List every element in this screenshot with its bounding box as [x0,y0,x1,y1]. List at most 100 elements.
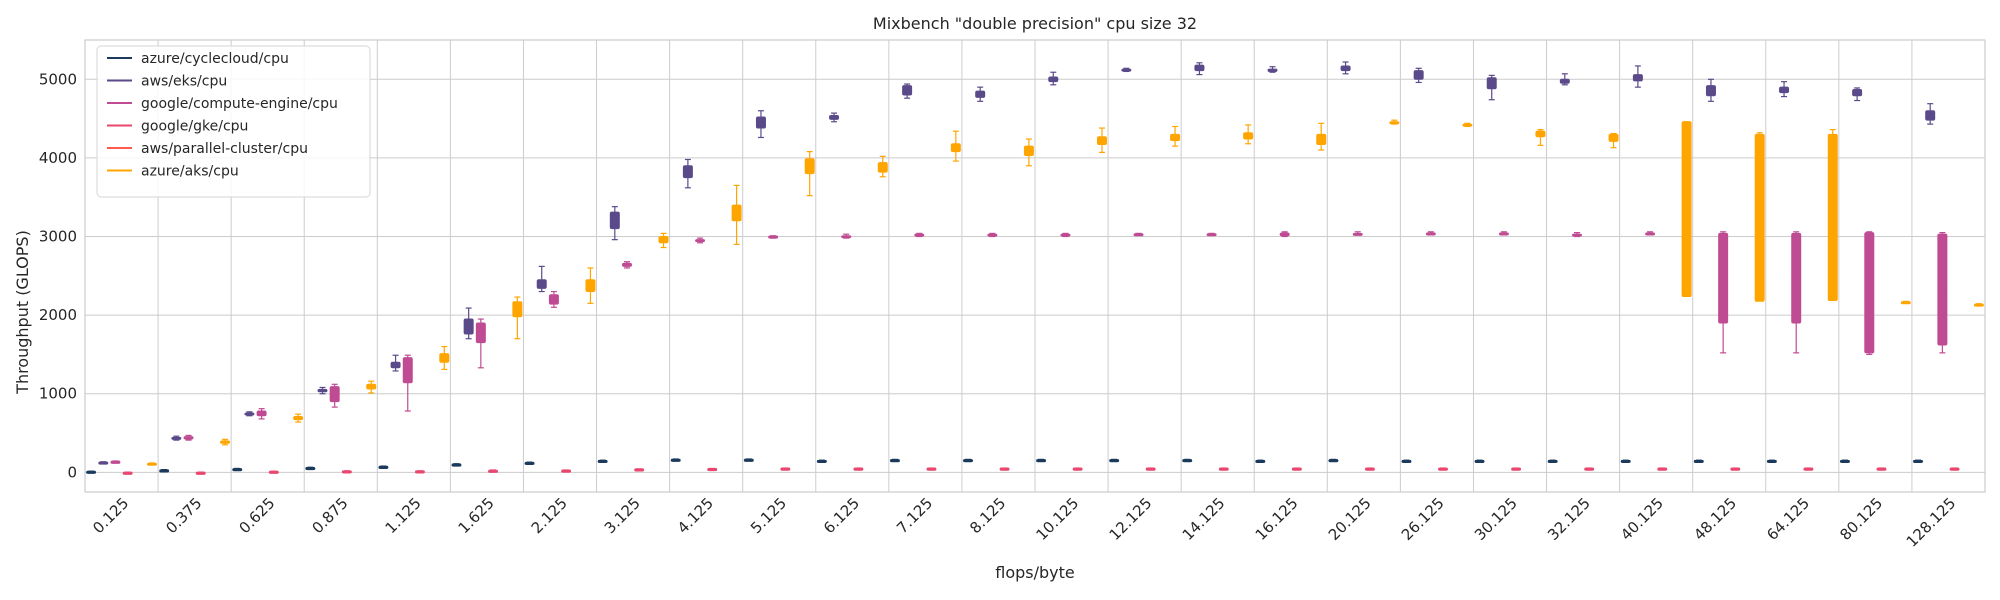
box-plot [1474,459,1485,464]
y-tick-label: 0 [67,463,77,481]
box-plot [1584,467,1595,471]
box-plot [1547,459,1558,464]
box [804,158,815,175]
box-plot [1243,124,1254,145]
box-plot [293,413,304,423]
box-plot [1401,459,1412,464]
legend: azure/cyclecloud/cpu aws/eks/cpu google/co… [96,45,371,198]
box [1925,110,1936,121]
box-plot [159,468,170,473]
box-plot [451,463,462,467]
grid [85,40,1985,492]
box-plot [816,459,827,464]
box [475,322,486,344]
box-plot [1096,127,1107,154]
x-axis-ticks: 0.125 0.375 0.625 0.875 1.125 1.625 2.125 3.125… [89,494,1959,551]
box-plot [877,155,888,178]
box [877,162,888,173]
box-plot [755,110,766,139]
box-plot [1620,459,1631,464]
box [1754,133,1765,302]
box-plot [743,458,754,462]
box-plot [536,265,547,293]
box-plot [621,261,632,269]
box-plot [561,469,572,473]
box-plot [548,290,559,308]
x-tick-label: 6.125 [820,494,863,537]
legend-label: aws/eks/cpu [141,74,227,90]
box-plot [1413,67,1424,84]
x-axis-title: flops/byte [995,563,1075,582]
box-plot [1389,119,1400,125]
box-plot [999,467,1010,471]
box-plot [987,232,998,238]
box-plot [1559,73,1570,86]
box-plot [1705,78,1716,102]
box-plot [1681,121,1692,298]
box-plot [1827,129,1838,301]
box-plot [1352,231,1363,236]
x-tick-label: 5.125 [747,494,790,537]
box-plot [317,386,328,395]
box-plot [1340,61,1351,75]
box-plot [1316,122,1327,151]
x-tick-label: 2.125 [528,494,571,537]
x-tick-label: 26.125 [1398,494,1448,544]
box-plot [390,354,401,372]
box-plot [682,158,693,189]
box-plot [1438,467,1449,471]
box-plot [1876,467,1887,471]
box-plot [256,408,267,420]
box-plot [597,459,608,464]
legend-label: google/compute-engine/cpu [141,96,338,112]
box-plot [1803,467,1814,471]
box [1023,145,1034,157]
box-plot [634,468,645,472]
box-plot [1036,458,1047,463]
box-plot [1267,66,1278,73]
box [1486,77,1497,90]
box-plot [1657,467,1668,471]
legend-label: aws/parallel-cluster/cpu [141,141,308,157]
box-plot [1973,303,1984,307]
box [1096,136,1107,146]
box-plot [658,232,669,249]
box-plot [1718,231,1729,354]
box-plot [1145,467,1156,471]
box-plot [1949,467,1960,471]
y-tick-label: 2000 [39,306,77,324]
box-plot [1206,232,1217,237]
box-plot [1864,231,1875,356]
box-plot [1023,138,1034,167]
x-tick-label: 0.625 [235,494,278,537]
box-plot [975,86,986,102]
box-plot [1291,467,1302,471]
box-plot [670,458,681,462]
box-plot [341,470,352,474]
x-tick-label: 20.125 [1325,494,1375,544]
box-plot [122,471,133,475]
legend-label: google/gke/cpu [141,119,248,135]
box-plot [1913,459,1924,464]
box-plot [804,151,815,197]
box [1718,232,1729,324]
x-tick-label: 16.125 [1252,494,1302,544]
x-tick-label: 3.125 [601,494,644,537]
box-plot [950,130,961,162]
box-plot [926,467,937,471]
box-plot [1900,300,1911,305]
box-plot [524,461,535,466]
box-plot [1462,122,1473,128]
box-plot [841,233,852,239]
box-plot [110,460,121,464]
box-plots [86,61,1984,475]
box-plot [1645,231,1656,236]
box-plot [707,467,718,472]
box-plot [853,467,864,471]
box-plot [1730,467,1741,471]
box-plot [195,471,206,475]
x-tick-label: 8.125 [966,494,1009,537]
x-tick-label: 30.125 [1471,494,1521,544]
box-plot [1121,67,1132,73]
box-plot [1486,74,1497,101]
